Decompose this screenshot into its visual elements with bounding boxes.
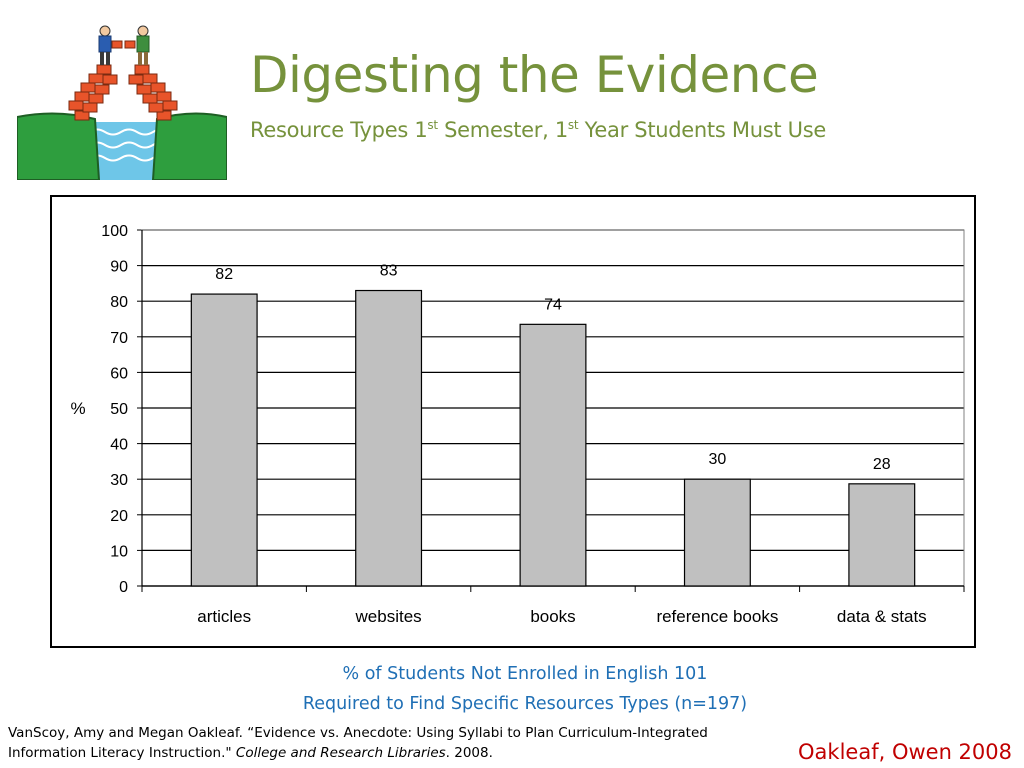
citation-text: VanScoy, Amy and Megan Oakleaf. “Evidenc…	[8, 725, 708, 761]
x-tick-label: reference books	[656, 607, 778, 626]
y-tick-label: 10	[110, 543, 128, 560]
citation-journal: College and Research Libraries	[235, 745, 446, 761]
x-tick-label: data & stats	[837, 607, 927, 626]
subtitle-part: Semester, 1	[437, 118, 568, 142]
chart-caption-line-2: Required to Find Specific Resources Type…	[302, 694, 748, 714]
x-tick-label: articles	[197, 607, 251, 626]
page-title: Digesting the Evidence	[250, 46, 819, 104]
x-tick-label: books	[530, 607, 575, 626]
x-tick-label: websites	[355, 607, 422, 626]
bar	[848, 483, 916, 587]
bar	[355, 289, 423, 587]
subtitle-superscript: st	[567, 118, 579, 132]
y-tick-label: 0	[119, 579, 128, 596]
citation-year: . 2008.	[445, 745, 493, 761]
bridge-building-illustration	[17, 17, 227, 180]
y-tick-label: 20	[110, 508, 128, 525]
y-tick-label: 70	[110, 330, 128, 347]
data-label: 82	[215, 266, 233, 283]
citation: VanScoy, Amy and Megan Oakleaf. “Evidenc…	[8, 723, 768, 763]
subtitle-part: Year Students Must Use	[578, 118, 827, 142]
bar-chart: 0 10 20 30 40 50 60 70 80 90 100% 82 articles 83 websi…	[70, 223, 965, 626]
subtitle-superscript: st	[427, 118, 438, 132]
slide-credit: Oakleaf, Owen 2008	[798, 740, 1012, 764]
data-label: 83	[380, 263, 398, 280]
y-tick-label: 80	[110, 294, 128, 311]
chart-caption-line-1: % of Students Not Enrolled in English 10…	[342, 664, 708, 684]
subtitle-part: Resource Types 1	[250, 118, 428, 142]
bar	[683, 478, 751, 587]
data-label: 30	[709, 451, 727, 468]
y-tick-label: 100	[101, 223, 128, 240]
y-tick-label: 60	[110, 365, 128, 382]
bar	[519, 323, 587, 587]
bar	[190, 293, 258, 587]
y-tick-label: 30	[110, 472, 128, 489]
data-label: 28	[873, 456, 891, 473]
y-tick-label: 50	[110, 401, 128, 418]
y-tick-label: 90	[110, 259, 128, 276]
data-label: 74	[544, 296, 562, 313]
y-tick-label: 40	[110, 437, 128, 454]
page-subtitle: Resource Types 1st Semester, 1st Year St…	[250, 118, 826, 142]
y-axis-label: %	[70, 399, 85, 418]
